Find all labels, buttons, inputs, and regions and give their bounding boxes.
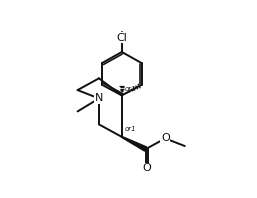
Text: or1: or1 (125, 86, 136, 92)
Text: O: O (143, 163, 151, 173)
Text: N: N (95, 93, 103, 104)
Text: Cl: Cl (116, 33, 127, 43)
Polygon shape (122, 136, 147, 151)
Text: O: O (161, 133, 170, 143)
Text: or1: or1 (125, 126, 136, 132)
